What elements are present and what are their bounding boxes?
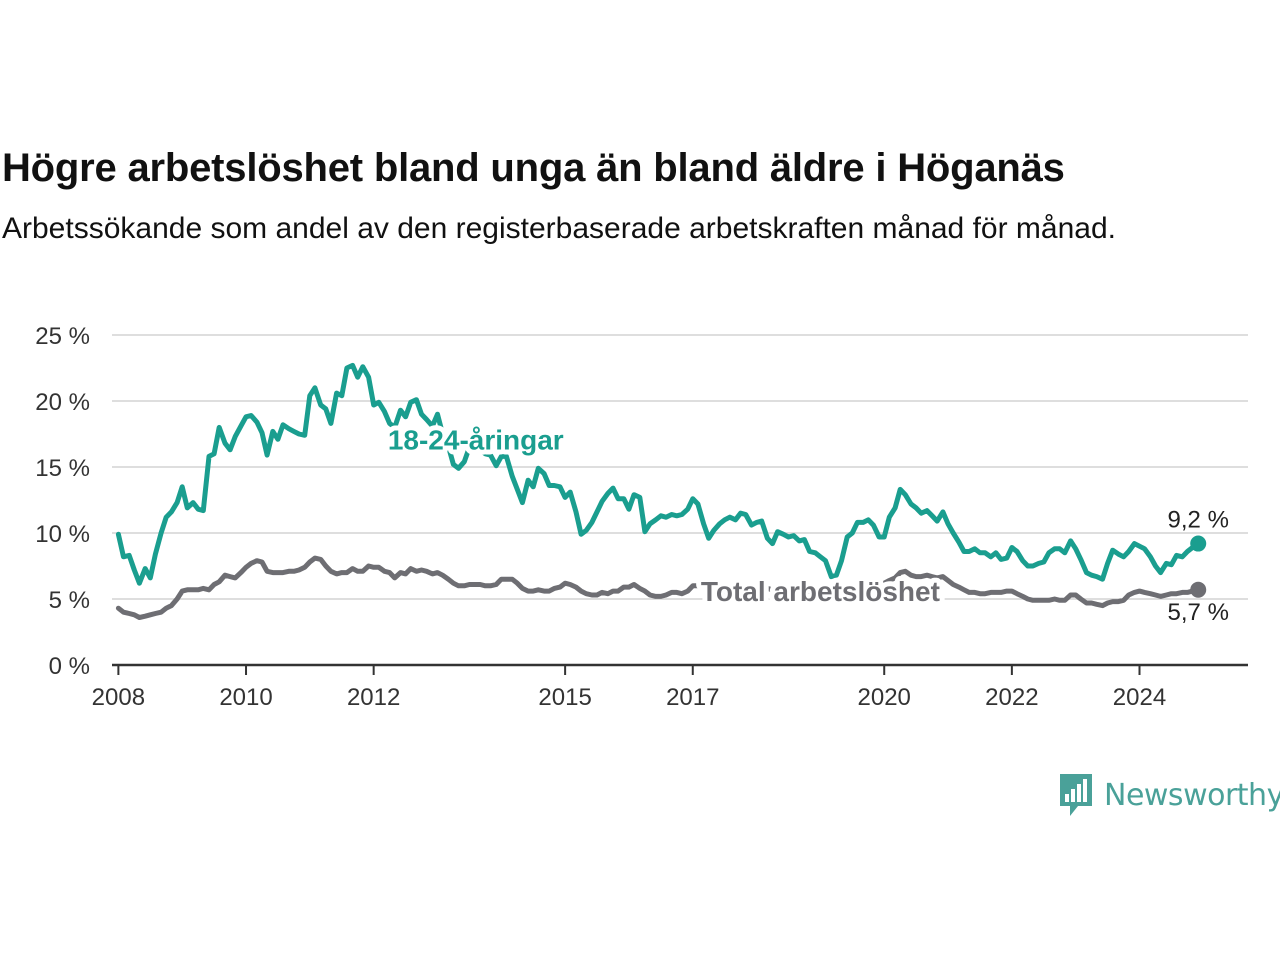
x-tick-label: 2024 [1113,684,1166,711]
series-end-point-total-arbetslöshet [1190,581,1207,598]
x-tick-label: 2020 [858,684,911,711]
y-tick-label: 5 % [49,587,90,614]
x-tick-label: 2017 [666,684,719,711]
chart-subtitle: Arbetssökande som andel av den registerb… [2,212,1116,245]
brand-name: Newsworthy [1104,777,1280,813]
series-line-total-arbetslöshet [115,555,1201,620]
series-labels: 9,2 %5,7 %18-24-åringar18-24-åringarTota… [383,419,1229,626]
newsworthy-logo-icon [1060,774,1092,816]
y-axis-tick-labels: 0 % 5 % 10 % 15 % 20 % 25 % [35,323,90,680]
series-label-halo: Total arbetslöshet [701,576,940,607]
x-tick-label: 2015 [538,684,591,711]
x-tick-label: 2022 [985,684,1038,711]
series-label: Total arbetslöshet [701,576,940,607]
line-chart: 0 %5 %10 %15 %20 %25 % 2008 2010 2012 2015 2… [35,323,1248,711]
y-tick-label: 20 % [35,389,90,416]
y-tick-label: 15 % [35,455,90,482]
series-label-halo: 18-24-åringar [388,424,564,455]
gridlines [112,334,1248,600]
newsworthy-brand[interactable]: Newsworthy [1058,772,1280,818]
series-line-18-24-åringar [115,362,1201,586]
x-axis-tick-labels: 2008 2010 2012 2015 2017 2020 2022 2024 [92,684,1167,711]
y-tick-label: 25 % [35,323,90,350]
x-tick-label: 2008 [92,684,145,711]
y-tick-label: 10 % [35,521,90,548]
x-tick-label: 2012 [347,684,400,711]
series-lines [115,362,1207,620]
series-label: 18-24-åringar [388,424,564,455]
x-axis [112,663,1248,675]
series-end-point-18-24-åringar [1190,535,1207,552]
chart-title: Högre arbetslöshet bland unga än bland ä… [2,146,1065,190]
end-value-label: 5,7 % [1168,599,1229,626]
x-tick-label: 2010 [219,684,272,711]
end-value-label: 9,2 % [1168,507,1229,534]
y-tick-label: 0 % [49,653,90,680]
